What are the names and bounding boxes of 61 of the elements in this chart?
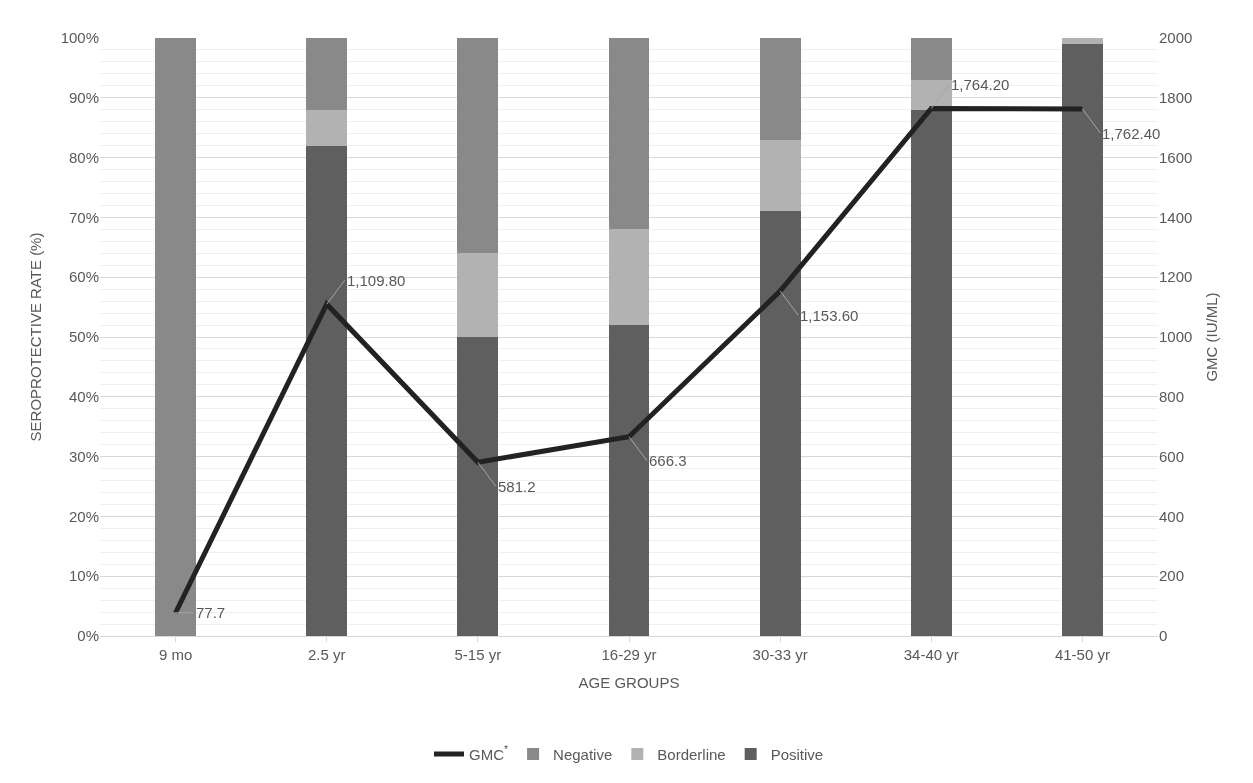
bar — [759, 139, 801, 212]
y-tick-label: 90% — [68, 89, 99, 107]
data-label: 77.7 — [196, 604, 226, 621]
bar — [910, 79, 952, 110]
y2-axis-title: GMC (IU/ML) — [1203, 292, 1221, 382]
y2-tick-label: 1400 — [1159, 208, 1193, 226]
bar — [1062, 43, 1103, 636]
y-tick-label: 0% — [77, 627, 99, 645]
bar — [306, 145, 348, 636]
x-tick-label: 34-40 yr — [903, 646, 959, 663]
bar — [608, 38, 650, 230]
y-tick-label: 40% — [68, 388, 99, 406]
data-label: 1,109.80 — [347, 272, 406, 289]
y-tick-label: 80% — [68, 148, 99, 166]
y2-tick-label: 600 — [1159, 447, 1185, 465]
y2-tick-label: 2000 — [1159, 29, 1193, 47]
bar — [155, 38, 196, 636]
x-axis-title: AGE GROUPS — [578, 674, 680, 691]
y2-tick-label: 800 — [1159, 388, 1185, 406]
x-tick-label: 2.5 yr — [307, 646, 346, 663]
y2-tick-label: 400 — [1159, 507, 1185, 525]
y2-tick-label: 1200 — [1159, 268, 1193, 286]
y-tick-label: 60% — [68, 268, 99, 286]
y-tick-label: 30% — [68, 447, 99, 465]
y-tick-label: 10% — [68, 567, 99, 585]
y-tick-label: 100% — [60, 29, 99, 47]
bar — [910, 38, 952, 80]
data-label: 666.3 — [649, 452, 687, 469]
data-label: 1,762.40 — [1102, 125, 1161, 142]
bar — [1062, 38, 1103, 44]
data-label: 1,153.60 — [800, 307, 859, 324]
legend-label: Positive — [770, 745, 824, 763]
y2-tick-label: 1800 — [1159, 89, 1193, 107]
y2-tick-label: 1600 — [1159, 148, 1193, 166]
bar — [457, 253, 499, 337]
x-tick-label: 16-29 yr — [601, 646, 657, 663]
x-tick-label: 30-33 yr — [752, 646, 808, 663]
x-tick-label: 41-50 yr — [1054, 646, 1110, 663]
bar — [608, 229, 650, 326]
data-label: 581.2 — [498, 478, 536, 495]
legend-label: GMC$^{*}$ — [469, 743, 509, 763]
bar — [608, 325, 650, 636]
y-tick-label: 50% — [68, 328, 99, 346]
bar — [457, 337, 499, 636]
bar — [457, 38, 499, 254]
legend-label: Negative — [553, 745, 613, 763]
bar — [759, 38, 801, 140]
data-label: 1,764.20 — [951, 76, 1010, 93]
bar — [306, 38, 348, 110]
y-axis-title: SEROPROTECTIVE RATE (%) — [26, 232, 44, 442]
bar — [306, 109, 348, 146]
bar — [910, 109, 952, 636]
y2-tick-label: 200 — [1159, 567, 1185, 585]
bar — [759, 211, 801, 636]
y2-tick-label: 1000 — [1159, 328, 1193, 346]
legend-label: Borderline — [657, 745, 726, 763]
y-tick-label: 70% — [68, 208, 99, 226]
y2-tick-label: 0 — [1159, 627, 1168, 645]
x-tick-label: 9 mo — [158, 646, 193, 663]
x-tick-label: 5-15 yr — [454, 646, 502, 663]
y-tick-label: 20% — [68, 507, 99, 525]
